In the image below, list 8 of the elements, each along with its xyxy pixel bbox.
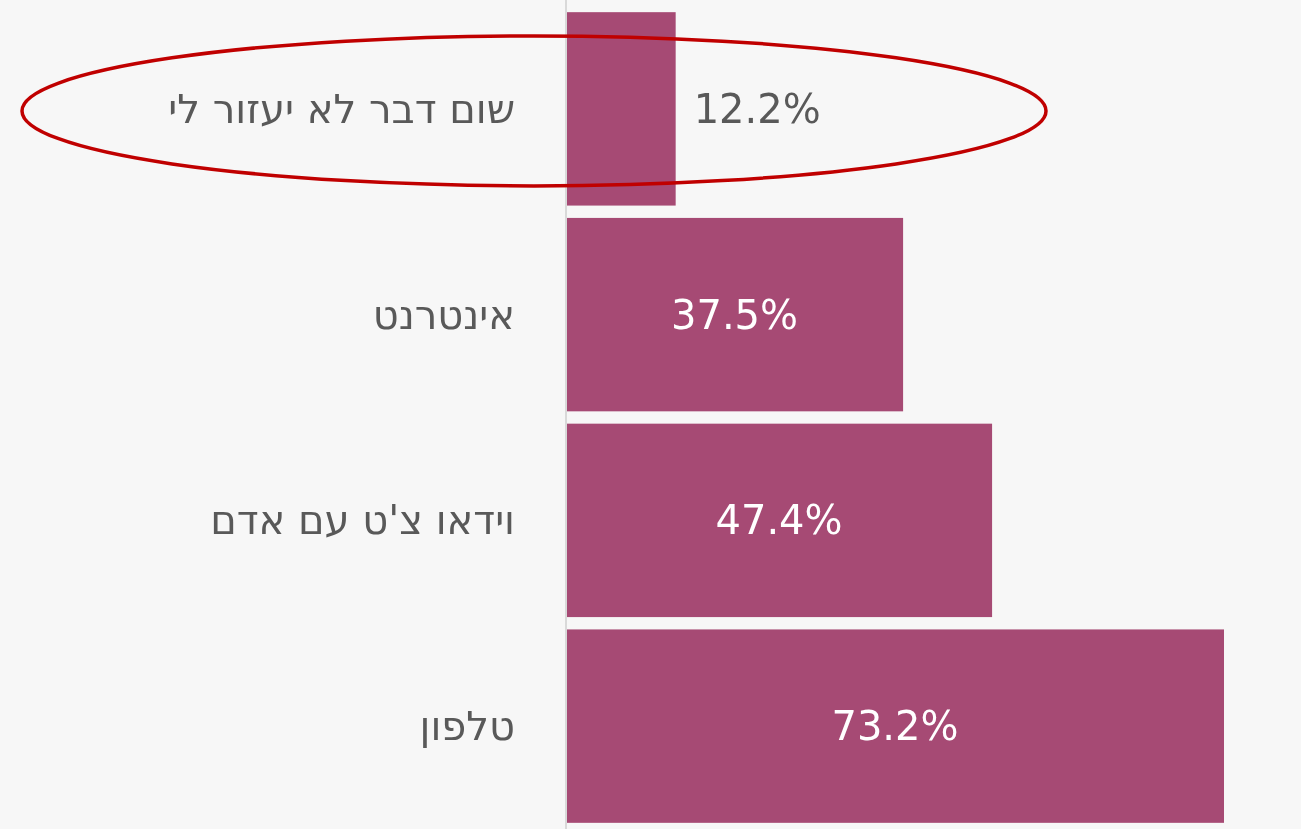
y-tick-label: אינטרנט <box>372 291 515 338</box>
data-label: 37.5% <box>671 291 799 338</box>
y-tick-label: שום דבר לא יעזור לי <box>168 85 515 132</box>
data-label: 47.4% <box>715 497 843 544</box>
data-label: 12.2% <box>693 85 821 132</box>
data-label: 73.2% <box>831 703 959 750</box>
y-tick-label: טלפון <box>419 703 515 750</box>
y-tick-label: וידאו צ'ט עם אדם <box>210 497 515 544</box>
